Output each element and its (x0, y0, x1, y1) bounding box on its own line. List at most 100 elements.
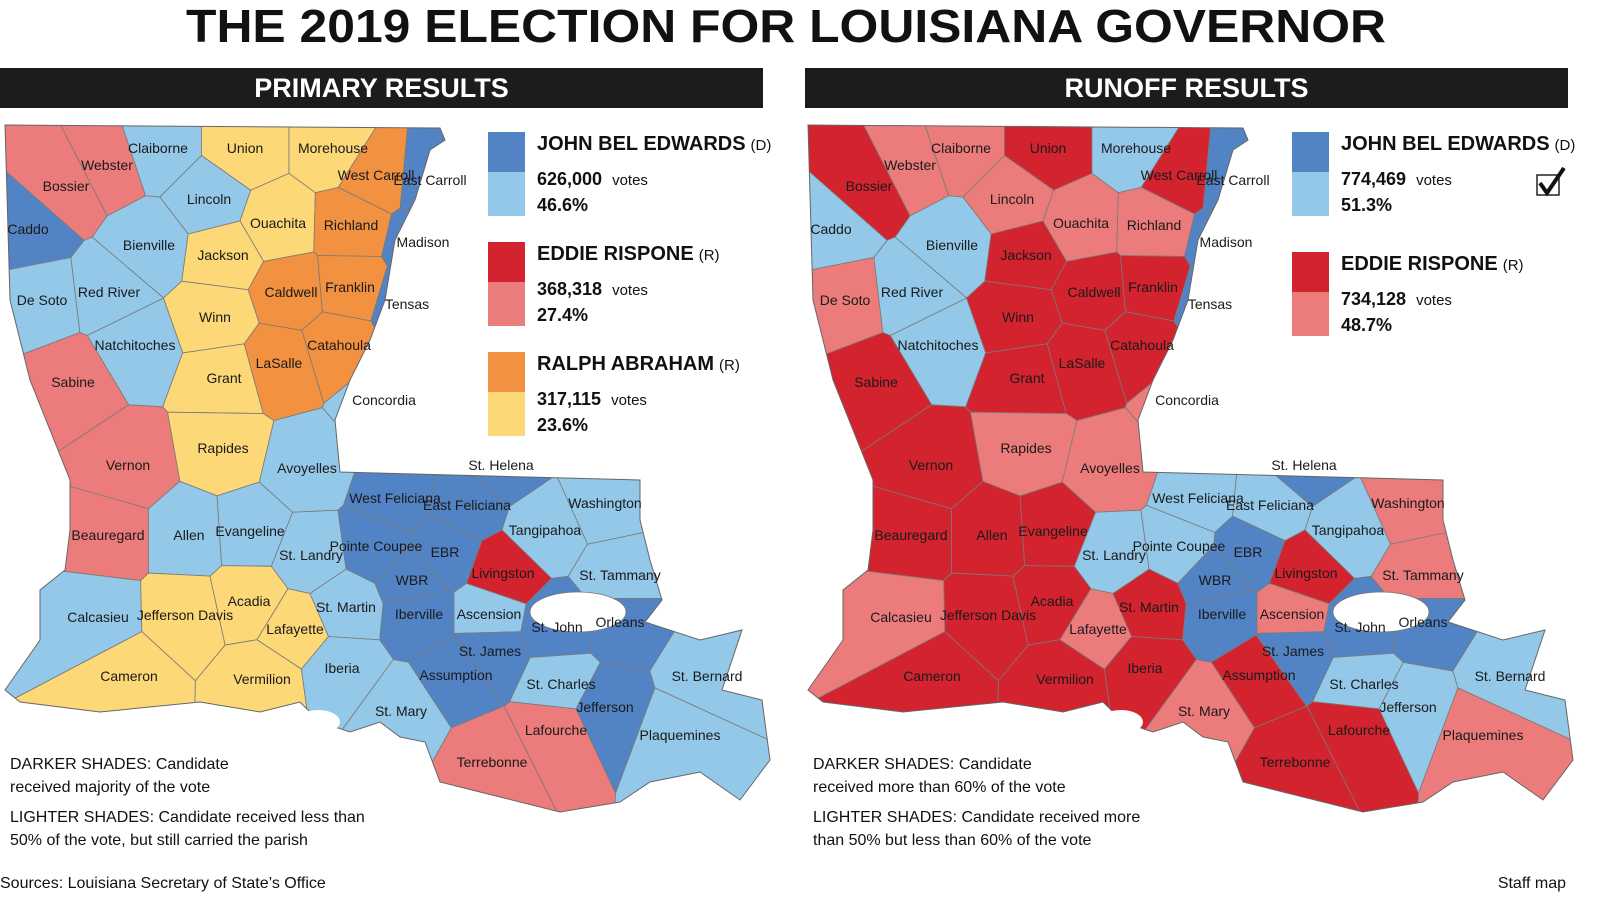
legend-swatch-light (1292, 292, 1329, 336)
panel-header: PRIMARY RESULTS (254, 73, 509, 103)
parish-label: Jefferson (1379, 699, 1436, 715)
parish-label: Jackson (1000, 247, 1051, 263)
parish-label: Iberia (1127, 660, 1162, 676)
candidate-party: (D) (751, 137, 772, 154)
parish-label: Rapides (1000, 440, 1051, 456)
parish-label: Vernon (106, 457, 150, 473)
parish-label: Natchitoches (95, 337, 176, 353)
parish-label: Madison (1200, 234, 1253, 250)
parish-label: Claiborne (931, 140, 991, 156)
parish-label: Grant (206, 370, 241, 386)
parish-label: Claiborne (128, 140, 188, 156)
note: LIGHTER SHADES: Candidate received more (813, 809, 1140, 826)
parish-label: St. Tammany (1382, 567, 1463, 583)
parish-label: Richland (324, 217, 378, 233)
candidate-pct: 27.4% (537, 305, 588, 325)
note: 50% of the vote, but still carried the p… (10, 832, 308, 849)
parish-label: Washington (568, 495, 641, 511)
credit: Staff map (1498, 875, 1566, 892)
parish-label: St. Charles (1329, 676, 1398, 692)
parish-label: Rapides (197, 440, 248, 456)
parish-label: Ascension (1260, 606, 1325, 622)
votes-unit: votes (612, 172, 648, 189)
parish-label: Cameron (100, 668, 158, 684)
parish-label: Tensas (385, 296, 429, 312)
parish-label: East Carroll (1196, 172, 1269, 188)
parish-label: Calcasieu (67, 609, 128, 625)
parish-label: Franklin (325, 279, 375, 295)
parish-label: Bossier (846, 178, 893, 194)
parish-label: Bienville (926, 237, 978, 253)
parish-label: Red River (881, 284, 944, 300)
candidate-votes: 317,115 (537, 389, 601, 409)
parish-label: St. James (1262, 643, 1324, 659)
parish-label: Lafayette (266, 621, 324, 637)
parish-label: Acadia (228, 593, 271, 609)
parish-label: Union (1030, 140, 1067, 156)
parish-label: Iberville (1198, 606, 1246, 622)
parish-label: East Carroll (393, 172, 466, 188)
parish-label: Ouachita (1053, 215, 1109, 231)
parish-label: Morehouse (1101, 140, 1171, 156)
parish-label: Pointe Coupee (1133, 538, 1226, 554)
parish-label: Livingston (471, 565, 534, 581)
parish-label: Plaquemines (640, 727, 721, 743)
note: than 50% but less than 60% of the vote (813, 832, 1092, 849)
parish-label: St. Martin (316, 599, 376, 615)
parish-label: Avoyelles (277, 460, 337, 476)
parish-label: Cameron (903, 668, 961, 684)
parish-label: Avoyelles (1080, 460, 1140, 476)
parish-label: Richland (1127, 217, 1181, 233)
parish-label: Evangeline (1018, 523, 1087, 539)
parish-label: Concordia (1155, 392, 1219, 408)
parish-label: Evangeline (215, 523, 284, 539)
parish-label: Plaquemines (1443, 727, 1524, 743)
parish-label: Iberia (324, 660, 359, 676)
parish-label: East Feliciana (423, 497, 511, 513)
parish-label: Bienville (123, 237, 175, 253)
parish-label: West Feliciana (349, 490, 441, 506)
parish-label: Concordia (352, 392, 416, 408)
parish-label: Orleans (595, 614, 644, 630)
parish-label: St. Helena (468, 457, 534, 473)
parish-label: Caldwell (265, 284, 318, 300)
parish-label: WBR (396, 572, 429, 588)
parish-label: Beauregard (71, 527, 144, 543)
candidate-party: (R) (719, 357, 740, 374)
parish-label: Terrebonne (457, 754, 528, 770)
candidate-party: (R) (1503, 257, 1524, 274)
parish-label: Allen (976, 527, 1007, 543)
panel-header-bar (805, 68, 1568, 108)
parish-label: Vermilion (233, 671, 291, 687)
parish-label: Union (227, 140, 264, 156)
candidate-name: EDDIE RISPONE (537, 243, 694, 265)
parish-label: St. Tammany (579, 567, 660, 583)
parish-label: Acadia (1031, 593, 1074, 609)
bay (1099, 710, 1143, 734)
parish-label: Caldwell (1068, 284, 1121, 300)
parish-label: Iberville (395, 606, 443, 622)
parish-label: Vernon (909, 457, 953, 473)
parish-label: Livingston (1274, 565, 1337, 581)
parish-label: Beauregard (874, 527, 947, 543)
legend-swatch-dark (1292, 252, 1329, 292)
parish-label: Catahoula (307, 337, 371, 353)
parish-label: Terrebonne (1260, 754, 1331, 770)
parish-label: Morehouse (298, 140, 368, 156)
parish-label: St. Mary (1178, 703, 1230, 719)
legend-swatch-light (1292, 172, 1329, 216)
candidate-votes: 626,000 (537, 169, 602, 189)
parish-label: Jackson (197, 247, 248, 263)
votes-unit: votes (1416, 292, 1452, 309)
parish-label: St. Landry (279, 547, 343, 563)
parish-label: Tensas (1188, 296, 1232, 312)
parish-label: Assumption (419, 667, 492, 683)
lake (529, 591, 627, 633)
parish-label: St. John (1334, 619, 1385, 635)
note: DARKER SHADES: Candidate (10, 756, 229, 773)
parish-label: St. Bernard (672, 668, 743, 684)
legend-swatch-dark (488, 132, 525, 172)
state-outline (4, 124, 771, 813)
bay (296, 710, 340, 734)
parish-label: Vermilion (1036, 671, 1094, 687)
